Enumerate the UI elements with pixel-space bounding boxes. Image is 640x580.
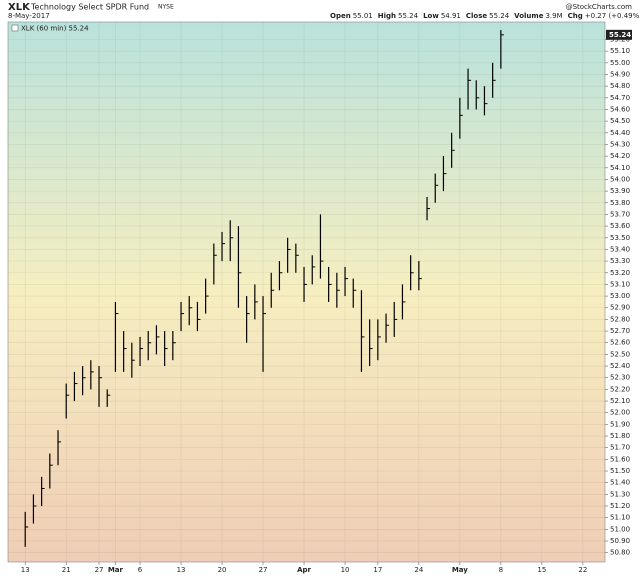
y-tick-label: 54.50 xyxy=(610,117,630,125)
quote: Open 55.01 High 55.24 Low 54.91 Close 55.24 Volu… xyxy=(330,12,640,20)
quote-label: Volume xyxy=(514,12,544,20)
y-tick-label: 52.50 xyxy=(610,350,630,358)
exchange: NYSE xyxy=(158,4,174,11)
x-tick-label: 6 xyxy=(138,566,143,574)
y-tick-label: 55.10 xyxy=(610,47,630,55)
plot-area xyxy=(7,21,606,563)
quote-label: High xyxy=(378,12,396,20)
y-tick-label: 54.20 xyxy=(610,152,630,160)
y-tick-label: 54.10 xyxy=(610,164,630,172)
y-tick-label: 54.90 xyxy=(610,70,630,78)
y-tick-label: 52.90 xyxy=(610,304,630,312)
x-tick-label: 27 xyxy=(95,566,104,574)
quote-label: Open xyxy=(330,12,351,20)
x-tick-label: Mar xyxy=(108,566,124,574)
y-tick-label: 53.60 xyxy=(610,222,630,230)
y-tick-label: 52.10 xyxy=(610,397,630,405)
y-tick-label: 51.00 xyxy=(610,525,630,533)
x-tick-label: 24 xyxy=(414,566,423,574)
legend-icon xyxy=(11,24,19,32)
x-tick-label: 20 xyxy=(218,566,227,574)
y-tick-label: 52.80 xyxy=(610,315,630,323)
source: @StockCharts.com xyxy=(566,3,633,11)
last-price-badge xyxy=(606,29,632,40)
y-tick-label: 53.90 xyxy=(610,187,630,195)
x-tick-label: 27 xyxy=(259,566,268,574)
quote-value: +0.27 (+0.49%) xyxy=(585,12,640,20)
x-tick-label: 8 xyxy=(499,566,503,574)
y-tick-label: 51.40 xyxy=(610,479,630,487)
y-tick-label: 51.90 xyxy=(610,420,630,428)
y-tick-label: 51.30 xyxy=(610,490,630,498)
quote-label: Low xyxy=(423,12,439,20)
quote-value: 54.91 xyxy=(441,12,461,20)
fund-name: Technology Select SPDR Fund xyxy=(30,3,149,12)
date: 8-May-2017 xyxy=(8,12,50,20)
quote-label: Close xyxy=(466,12,488,20)
x-tick-label: 17 xyxy=(373,566,382,574)
quote-value: 55.01 xyxy=(353,12,373,20)
y-tick-label: 54.60 xyxy=(610,105,630,113)
x-tick-label: 15 xyxy=(537,566,546,574)
y-tick-label: 55.00 xyxy=(610,59,630,67)
y-tick-label: 53.00 xyxy=(610,292,630,300)
y-tick-label: 52.20 xyxy=(610,385,630,393)
y-tick-label: 53.80 xyxy=(610,199,630,207)
y-tick-label: 51.10 xyxy=(610,514,630,522)
symbol: XLK xyxy=(8,2,31,13)
y-tick-label: 53.70 xyxy=(610,210,630,218)
y-tick-label: 52.00 xyxy=(610,409,630,417)
y-tick-label: 53.40 xyxy=(610,245,630,253)
quote-value: 3.9M xyxy=(545,12,562,20)
y-tick-label: 51.80 xyxy=(610,432,630,440)
y-tick-label: 54.30 xyxy=(610,140,630,148)
y-tick-label: 52.30 xyxy=(610,374,630,382)
y-tick-label: 52.60 xyxy=(610,339,630,347)
x-tick-label: 22 xyxy=(578,566,587,574)
x-tick-label: May xyxy=(452,566,468,574)
x-tick-label: 10 xyxy=(341,566,350,574)
legend: XLK (60 min) 55.24 xyxy=(21,25,89,33)
x-tick-label: 21 xyxy=(62,566,71,574)
y-tick-label: 52.40 xyxy=(610,362,630,370)
y-tick-label: 53.30 xyxy=(610,257,630,265)
y-tick-label: 54.80 xyxy=(610,82,630,90)
y-tick-label: 53.10 xyxy=(610,280,630,288)
y-tick-label: 50.90 xyxy=(610,537,630,545)
quote-value: 55.24 xyxy=(398,12,419,20)
x-tick-label: 13 xyxy=(177,566,186,574)
y-tick-label: 54.40 xyxy=(610,129,630,137)
quote-label: Chg xyxy=(568,12,583,20)
x-tick-label: Apr xyxy=(297,566,311,574)
y-tick-label: 51.70 xyxy=(610,444,630,452)
y-tick-label: 50.80 xyxy=(610,549,630,557)
quote-value: 55.24 xyxy=(489,12,510,20)
y-tick-label: 51.50 xyxy=(610,467,630,475)
y-tick-label: 51.60 xyxy=(610,455,630,463)
last-price-label: 55.24 xyxy=(609,31,631,39)
y-tick-label: 53.20 xyxy=(610,269,630,277)
y-tick-label: 51.20 xyxy=(610,502,630,510)
y-tick-label: 54.00 xyxy=(610,175,630,183)
y-tick-label: 54.70 xyxy=(610,94,630,102)
y-tick-label: 53.50 xyxy=(610,234,630,242)
y-tick-label: 52.70 xyxy=(610,327,630,335)
x-tick-label: 13 xyxy=(21,566,30,574)
